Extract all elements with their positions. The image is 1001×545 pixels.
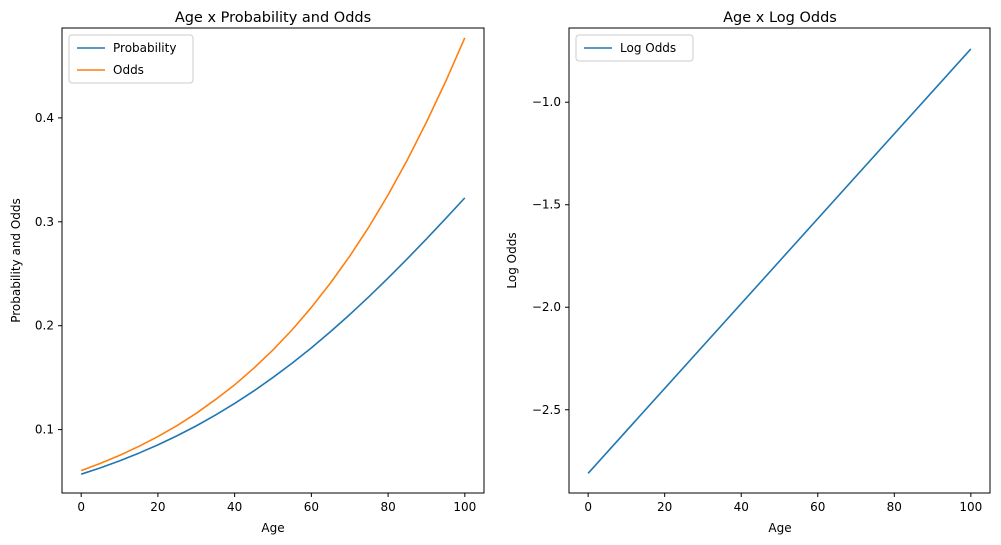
y-tick-label: −2.0 xyxy=(532,300,561,314)
x-tick-label: 80 xyxy=(887,500,902,514)
x-tick-label: 0 xyxy=(584,500,592,514)
x-tick-label: 100 xyxy=(959,500,982,514)
x-tick-label: 40 xyxy=(734,500,749,514)
y-axis-label: Log Odds xyxy=(505,232,519,288)
legend-label-odds: Odds xyxy=(113,63,144,77)
plot-frame xyxy=(568,27,991,494)
y-tick-label: 0.1 xyxy=(35,423,54,437)
plot-frame xyxy=(61,27,485,494)
series-line-log-odds xyxy=(587,48,972,474)
series-layer xyxy=(80,37,466,475)
y-tick-label: 0.3 xyxy=(35,215,54,229)
legend-label-log-odds: Log Odds xyxy=(620,41,676,55)
x-tick-label: 20 xyxy=(150,500,165,514)
x-tick-label: 0 xyxy=(77,500,85,514)
x-tick-label: 60 xyxy=(304,500,319,514)
series-layer xyxy=(587,48,972,474)
x-axis-label: Age xyxy=(768,521,791,535)
legend: Probability Odds xyxy=(68,34,194,84)
legend-box xyxy=(575,34,694,62)
chart-log-odds: Age x Log Odds 0 20 40 60 80 100 −2.5 −2.0 −1.5 −… xyxy=(505,10,991,535)
legend-box xyxy=(68,34,194,84)
y-tick-label: −2.5 xyxy=(532,403,561,417)
y-tick-label: 0.4 xyxy=(35,111,54,125)
series-line-odds xyxy=(80,37,466,472)
y-axis-label: Probability and Odds xyxy=(9,198,23,323)
ticks-layer: 0 20 40 60 80 100 −2.5 −2.0 −1.5 −1.0 xyxy=(532,95,982,514)
chart-title: Age x Probability and Odds xyxy=(175,10,371,26)
y-tick-label: −1.5 xyxy=(532,198,561,212)
x-tick-label: 100 xyxy=(453,500,476,514)
legend-label-probability: Probability xyxy=(113,41,176,55)
x-tick-label: 40 xyxy=(227,500,242,514)
chart-title: Age x Log Odds xyxy=(723,10,837,26)
ticks-layer: 0 20 40 60 80 100 0.1 0.2 0.3 0.4 xyxy=(35,111,476,514)
series-line-probability xyxy=(80,197,466,475)
y-tick-label: −1.0 xyxy=(532,95,561,109)
x-axis-label: Age xyxy=(261,521,284,535)
chart-probability-odds: Age x Probability and Odds 0 20 40 60 80 1000… xyxy=(9,10,485,535)
y-tick-label: 0.2 xyxy=(35,319,54,333)
x-tick-label: 80 xyxy=(380,500,395,514)
x-tick-label: 20 xyxy=(657,500,672,514)
x-tick-label: 60 xyxy=(810,500,825,514)
legend: Log Odds xyxy=(575,34,694,62)
